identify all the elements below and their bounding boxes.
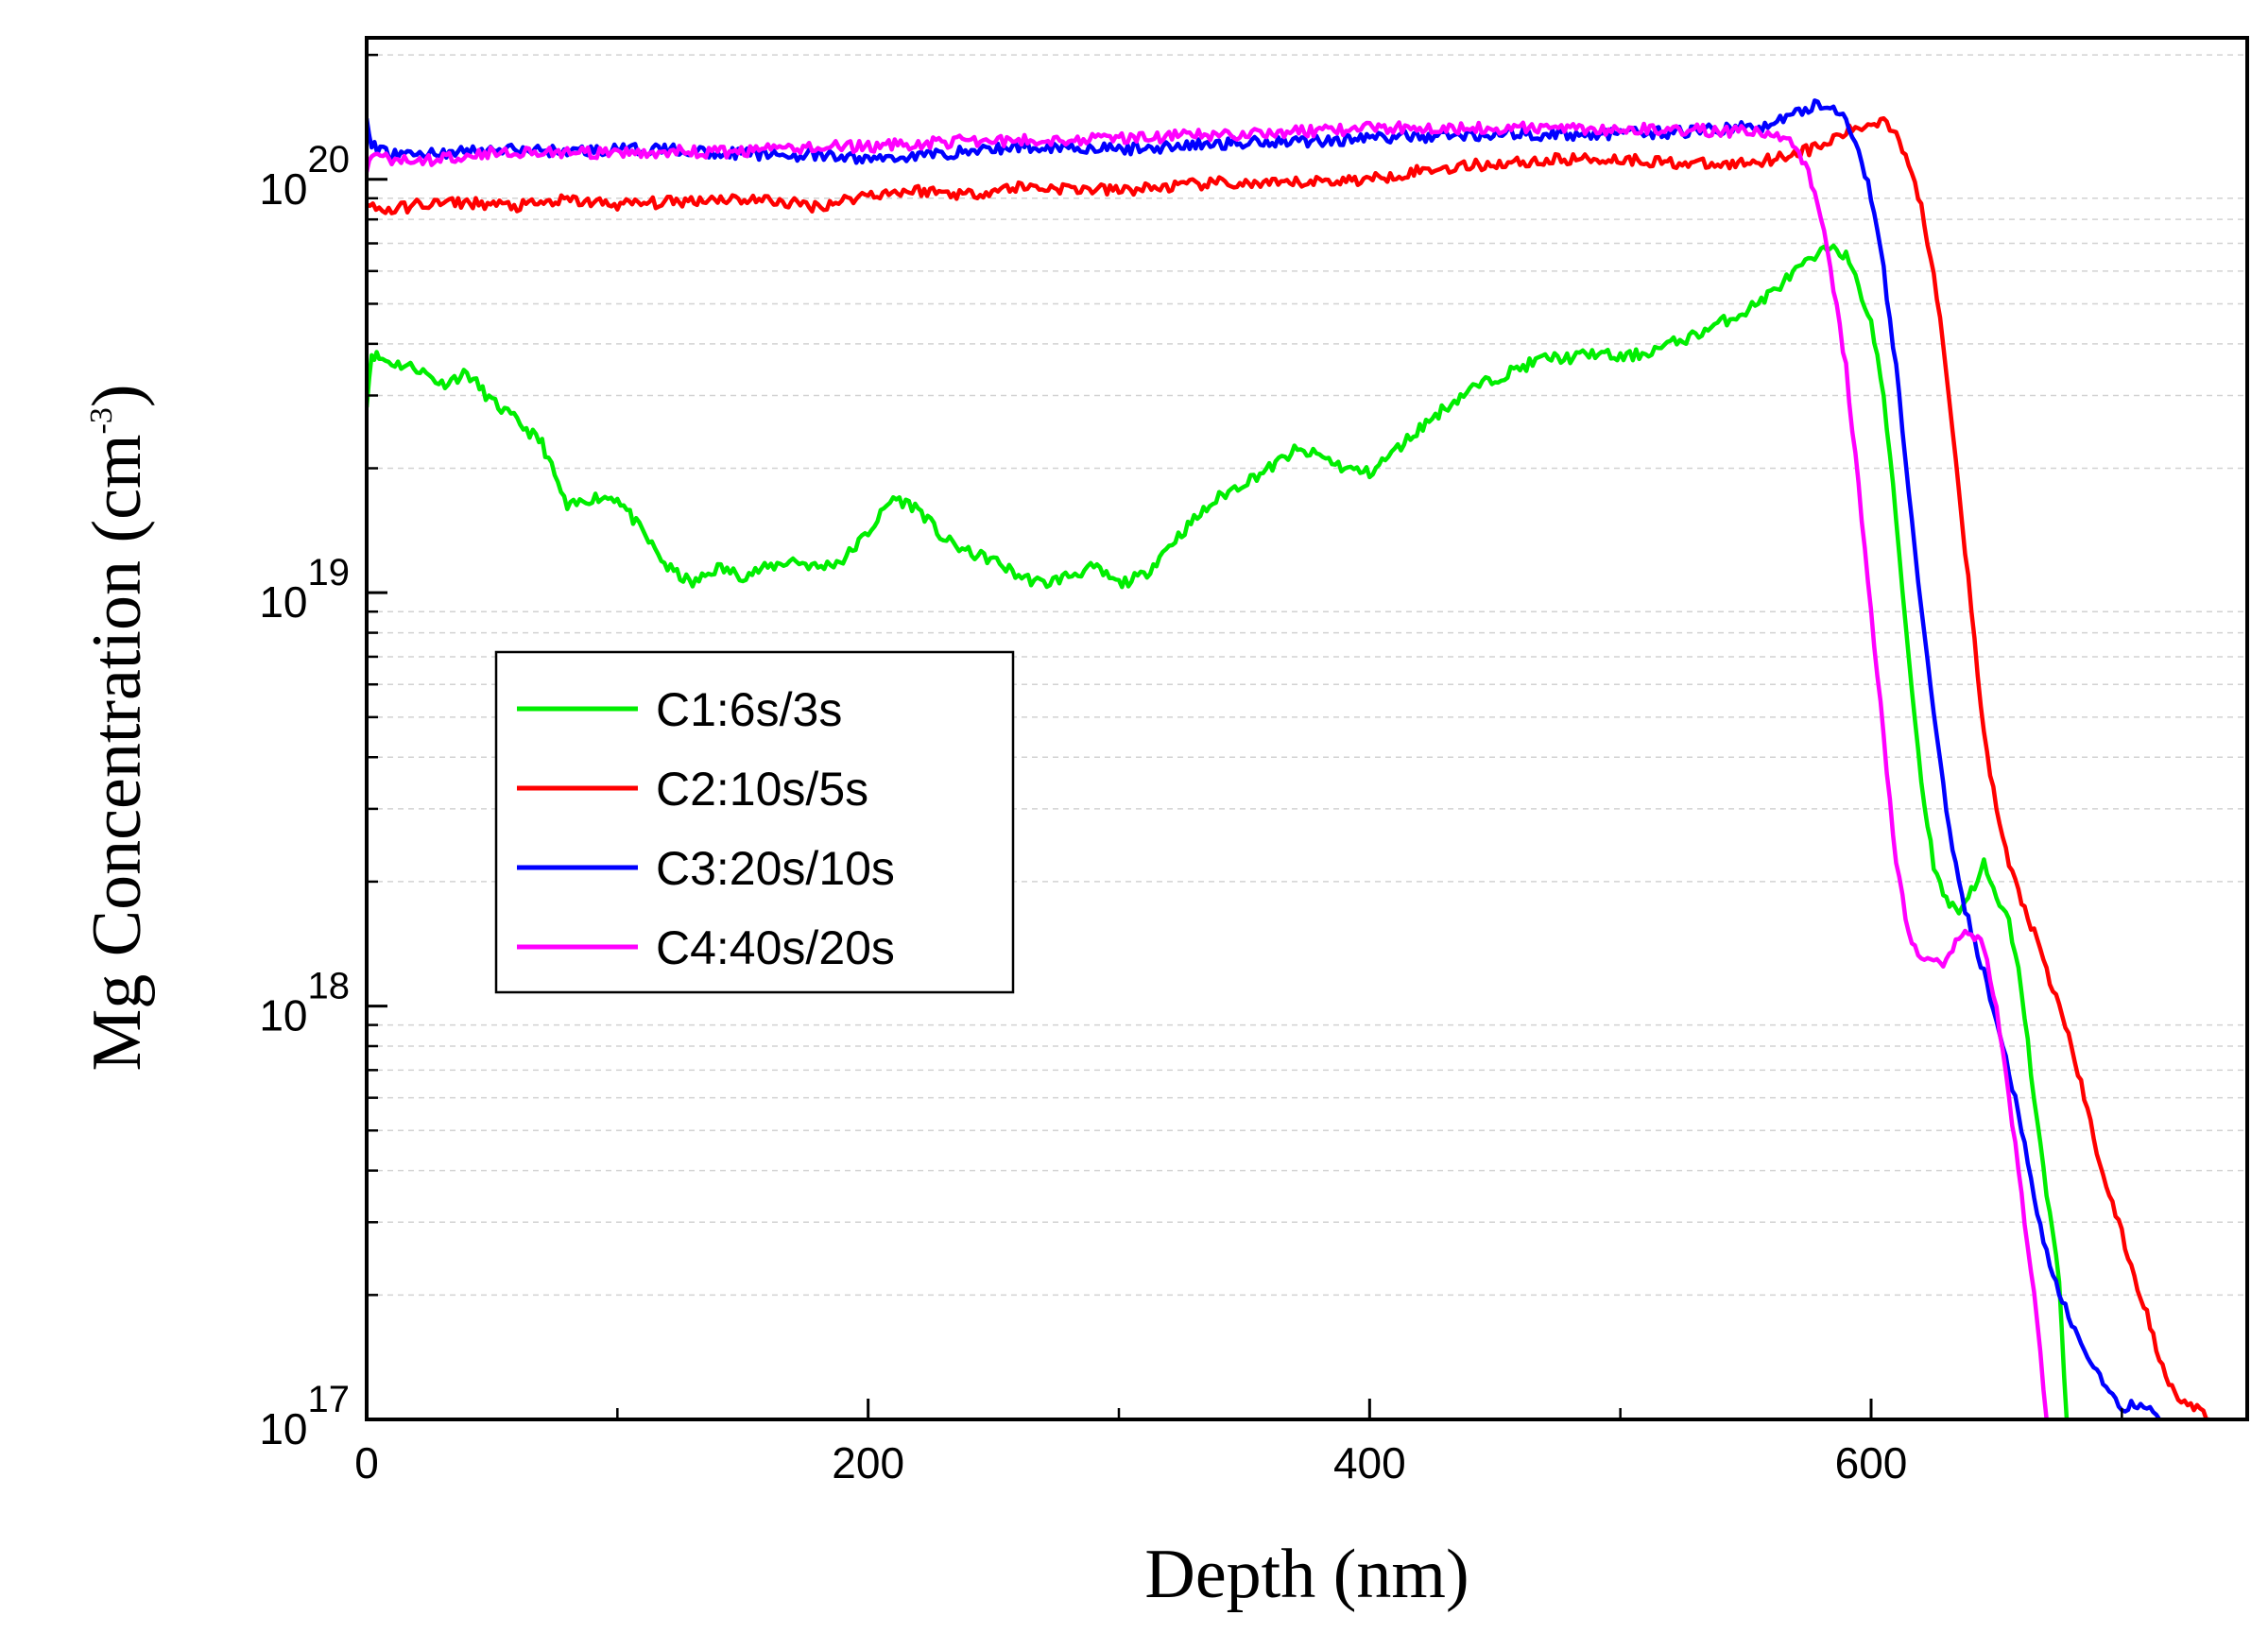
y-axis-title-close: ) <box>78 384 156 407</box>
legend-label-2: C2:10s/5s <box>656 763 868 816</box>
series-layer <box>367 98 2210 1419</box>
series-line-2 <box>367 115 2210 1419</box>
x-tick-label: 600 <box>1835 1438 1908 1487</box>
y-tick-label: 1017 <box>259 1379 350 1453</box>
x-axis-title: Depth (nm) <box>1144 1536 1469 1613</box>
legend-label-4: C4:40s/20s <box>656 921 895 974</box>
x-tick-label: 400 <box>1333 1438 1406 1487</box>
y-tick-base: 10 <box>259 577 307 627</box>
y-axis-title-main: Mg Concentration (cm <box>78 434 156 1071</box>
x-tick-label: 200 <box>832 1438 904 1487</box>
legend-label-3: C3:20s/10s <box>656 842 895 895</box>
y-tick-exponent: 18 <box>308 966 351 1007</box>
y-tick-base: 10 <box>259 991 307 1040</box>
legend-label-1: C1:6s/3s <box>656 683 842 736</box>
y-axis-title-exponent: -3 <box>84 407 119 434</box>
series-line-1 <box>367 243 2070 1419</box>
legend: C1:6s/3s C2:10s/5s C3:20s/10s C4:40s/20s <box>494 650 1015 994</box>
y-tick-label: 1020 <box>259 139 350 214</box>
plot-frame <box>365 36 2249 1421</box>
y-tick-base: 10 <box>259 164 307 214</box>
y-tick-base: 10 <box>259 1404 307 1453</box>
y-tick-label: 1018 <box>259 966 350 1040</box>
y-tick-exponent: 17 <box>308 1379 351 1420</box>
x-tick-label: 0 <box>354 1438 379 1487</box>
y-tick-exponent: 20 <box>308 139 351 180</box>
y-tick-exponent: 19 <box>308 552 351 593</box>
series-line-4 <box>367 120 2049 1419</box>
y-tick-label: 1019 <box>259 552 350 627</box>
y-axis-title: Mg Concentration (cm-3) <box>78 384 156 1071</box>
